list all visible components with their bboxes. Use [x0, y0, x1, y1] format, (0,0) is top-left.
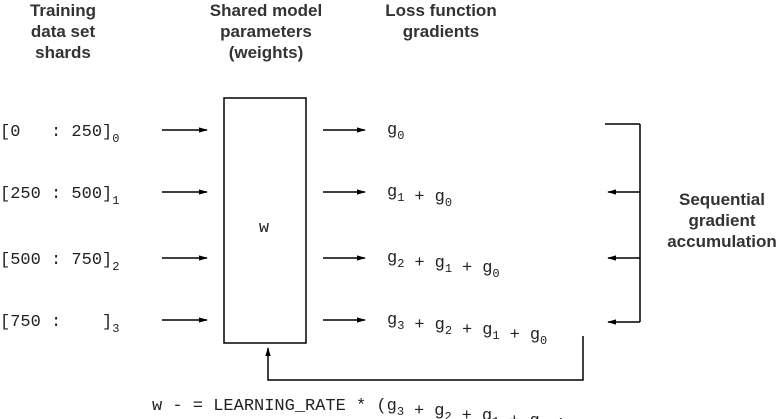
side-label: gradient: [688, 211, 755, 230]
shard: [250 : 500]1: [0, 185, 119, 208]
subscript: 1: [397, 191, 404, 205]
header: Training: [30, 1, 96, 20]
subscript: 1: [492, 415, 499, 419]
token: g: [435, 188, 445, 207]
subscript: 2: [112, 260, 119, 274]
token: ): [557, 417, 567, 419]
weights-box: [223, 97, 307, 344]
header: Loss function: [385, 1, 496, 20]
side-label: accumulation: [667, 232, 777, 251]
shard: [750 : ]3: [0, 313, 119, 336]
token: g: [387, 249, 397, 268]
token: g: [387, 311, 397, 330]
shard-range: [250 : 500]: [0, 185, 112, 204]
header: (weights): [229, 43, 304, 62]
header: shards: [35, 43, 91, 62]
gradient-sum: g1 + g0: [387, 183, 452, 210]
subscript: 2: [444, 410, 451, 419]
shard-range: [750 : ]: [0, 313, 112, 332]
token: +: [509, 412, 519, 419]
subscript: 1: [492, 329, 499, 343]
token: g: [482, 407, 492, 419]
subscript: 2: [397, 257, 404, 271]
token: +: [414, 188, 424, 207]
gradient-sum: g2 + g1 + g0: [387, 249, 500, 281]
subscript: 3: [112, 322, 119, 336]
token: g: [482, 321, 492, 340]
subscript: 0: [112, 132, 119, 146]
token: +: [414, 316, 424, 335]
update-arrow: [265, 336, 584, 381]
token: g: [435, 254, 445, 273]
subscript: 0: [540, 334, 547, 348]
header: gradients: [403, 22, 480, 41]
subscript: 0: [397, 129, 404, 143]
shard: [500 : 750]2: [0, 251, 119, 274]
token: g: [529, 412, 539, 419]
subscript: 1: [445, 262, 452, 276]
token: +: [462, 321, 472, 340]
header: parameters: [220, 22, 312, 41]
token: g: [387, 121, 397, 140]
token: +: [462, 259, 472, 278]
subscript: 2: [445, 324, 452, 338]
token: g: [435, 316, 445, 335]
subscript: 3: [397, 319, 404, 333]
token: g: [530, 326, 540, 345]
header: data set: [31, 22, 96, 41]
subscript: 3: [397, 405, 404, 419]
gradient-sum: g3 + g2 + g1 + g0: [387, 311, 547, 348]
side-label: Sequential: [679, 190, 765, 209]
token: w - = LEARNING_RATE * (g: [152, 397, 397, 416]
token: g: [387, 183, 397, 202]
token: g: [482, 259, 492, 278]
subscript: 1: [112, 194, 119, 208]
weights: w: [259, 219, 270, 238]
update-formula: w - = LEARNING_RATE * (g3+g2+g1+g0): [152, 397, 567, 419]
shard: [0 : 250]0: [0, 123, 119, 146]
gradient-sum: g0: [387, 121, 404, 143]
shard-range: [0 : 250]: [0, 123, 112, 142]
subscript: 0: [445, 196, 452, 210]
token: +: [462, 407, 472, 419]
subscript: 0: [492, 267, 499, 281]
shard-range: [500 : 750]: [0, 251, 112, 270]
token: +: [414, 402, 424, 419]
header: Shared model: [210, 1, 322, 20]
token: g: [434, 402, 444, 419]
token: +: [414, 254, 424, 273]
token: +: [510, 326, 520, 345]
